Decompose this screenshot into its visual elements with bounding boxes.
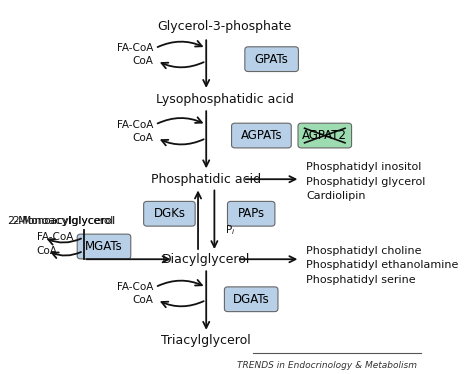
Text: Lysophosphatidic acid: Lysophosphatidic acid <box>155 93 293 106</box>
FancyBboxPatch shape <box>228 201 275 226</box>
Text: CoA: CoA <box>36 246 57 256</box>
Text: Phosphatidic acid: Phosphatidic acid <box>151 173 261 186</box>
Text: P$_i$: P$_i$ <box>225 223 235 237</box>
Text: FA-CoA: FA-CoA <box>36 232 73 242</box>
Text: Phosphatidyl choline: Phosphatidyl choline <box>306 246 422 256</box>
FancyBboxPatch shape <box>298 123 352 148</box>
FancyBboxPatch shape <box>232 123 291 148</box>
Text: Phosphatidyl ethanolamine: Phosphatidyl ethanolamine <box>306 260 459 270</box>
Text: AGPATs: AGPATs <box>241 129 282 142</box>
Text: 2-Monoacylglycerol: 2-Monoacylglycerol <box>12 216 114 226</box>
FancyBboxPatch shape <box>245 47 299 71</box>
Text: Phosphatidyl serine: Phosphatidyl serine <box>306 275 416 285</box>
Text: DGKs: DGKs <box>154 207 185 220</box>
Text: TRENDS in Endocrinology & Metabolism: TRENDS in Endocrinology & Metabolism <box>237 361 417 370</box>
Text: Phosphatidyl glycerol: Phosphatidyl glycerol <box>306 177 426 187</box>
Text: AGPAT2: AGPAT2 <box>302 129 347 142</box>
FancyBboxPatch shape <box>77 234 131 259</box>
Text: PAPs: PAPs <box>237 207 265 220</box>
Text: FA-CoA: FA-CoA <box>117 43 153 53</box>
FancyBboxPatch shape <box>144 201 195 226</box>
Text: FA-CoA: FA-CoA <box>117 282 153 292</box>
Text: CoA: CoA <box>132 295 153 305</box>
Text: DGATs: DGATs <box>233 293 270 306</box>
Text: Triacylglycerol: Triacylglycerol <box>161 334 251 347</box>
Text: GPATs: GPATs <box>255 53 289 66</box>
Text: FA-CoA: FA-CoA <box>117 120 153 130</box>
Text: CoA: CoA <box>132 133 153 143</box>
Text: Cardiolipin: Cardiolipin <box>306 191 366 201</box>
Text: MGATs: MGATs <box>85 240 123 253</box>
FancyBboxPatch shape <box>224 287 278 312</box>
Text: Phosphatidyl inositol: Phosphatidyl inositol <box>306 162 422 172</box>
Text: CoA: CoA <box>132 56 153 66</box>
Text: Diacylglycerol: Diacylglycerol <box>162 253 250 266</box>
Text: 2-Monoacylglycerol: 2-Monoacylglycerol <box>7 216 115 226</box>
Text: Glycerol-3-phosphate: Glycerol-3-phosphate <box>157 20 292 33</box>
